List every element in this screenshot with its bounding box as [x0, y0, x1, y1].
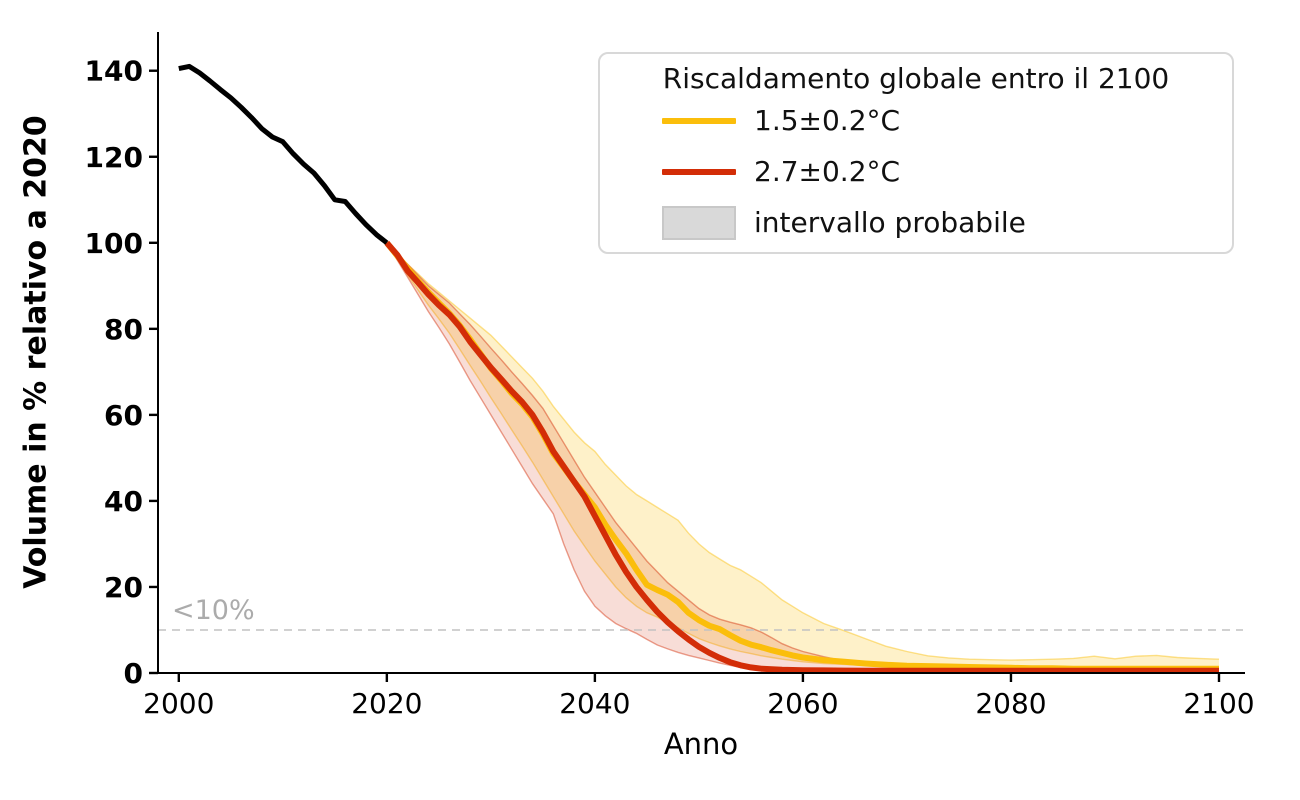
band-edge-upper: [386, 242, 1220, 661]
legend-title: Riscaldamento globale entro il 2100: [662, 62, 1170, 95]
x-tick-label: 2100: [1183, 687, 1254, 720]
uncertainty-band-2.70.2: [386, 242, 1219, 672]
y-axis-label: Volume in % relativo a 2020: [18, 115, 54, 589]
band-edge-lower: [386, 242, 1219, 673]
band-edge-upper: [386, 242, 1219, 672]
series-line-2.70.2: [384, 240, 1219, 674]
x-tick-label: 2080: [975, 687, 1046, 720]
uncertainty-band-1.50.2: [386, 242, 1219, 670]
y-tick-label: 0: [124, 657, 143, 690]
x-axis-label: Anno: [663, 727, 739, 761]
y-tick-label: 20: [104, 571, 143, 604]
x-tick-label: 2040: [559, 687, 630, 720]
y-tick-label: 100: [85, 227, 143, 260]
legend-patch-swatch-gray: [662, 205, 736, 240]
y-tick-label: 60: [104, 399, 143, 432]
y-tick-label: 120: [85, 141, 143, 174]
y-tick-label: 140: [85, 55, 143, 88]
x-tick-label: 2000: [143, 687, 214, 720]
y-tick-label: 80: [104, 313, 143, 346]
series-line-1.50.2: [384, 240, 1219, 672]
legend: Riscaldamento globale entro il 2100 1.5±…: [598, 52, 1234, 254]
legend-item-likely-range: intervallo probabile: [600, 197, 1232, 248]
threshold-annotation: <10%: [172, 595, 255, 626]
legend-line-swatch-red: [662, 168, 736, 175]
legend-item-scenario-2-7: 2.7±0.2°C: [600, 146, 1232, 197]
legend-line-swatch-yellow: [662, 117, 736, 124]
legend-label-scenario-1-5: 1.5±0.2°C: [754, 104, 901, 137]
series-line-historical: [178, 63, 389, 245]
x-tick-label: 2060: [767, 687, 838, 720]
legend-item-scenario-1-5: 1.5±0.2°C: [600, 95, 1232, 146]
band-edge-lower: [386, 242, 1219, 671]
legend-label-likely-range: intervallo probabile: [754, 206, 1026, 239]
legend-label-scenario-2-7: 2.7±0.2°C: [754, 155, 901, 188]
x-tick-label: 2020: [351, 687, 422, 720]
y-tick-label: 40: [104, 485, 143, 518]
